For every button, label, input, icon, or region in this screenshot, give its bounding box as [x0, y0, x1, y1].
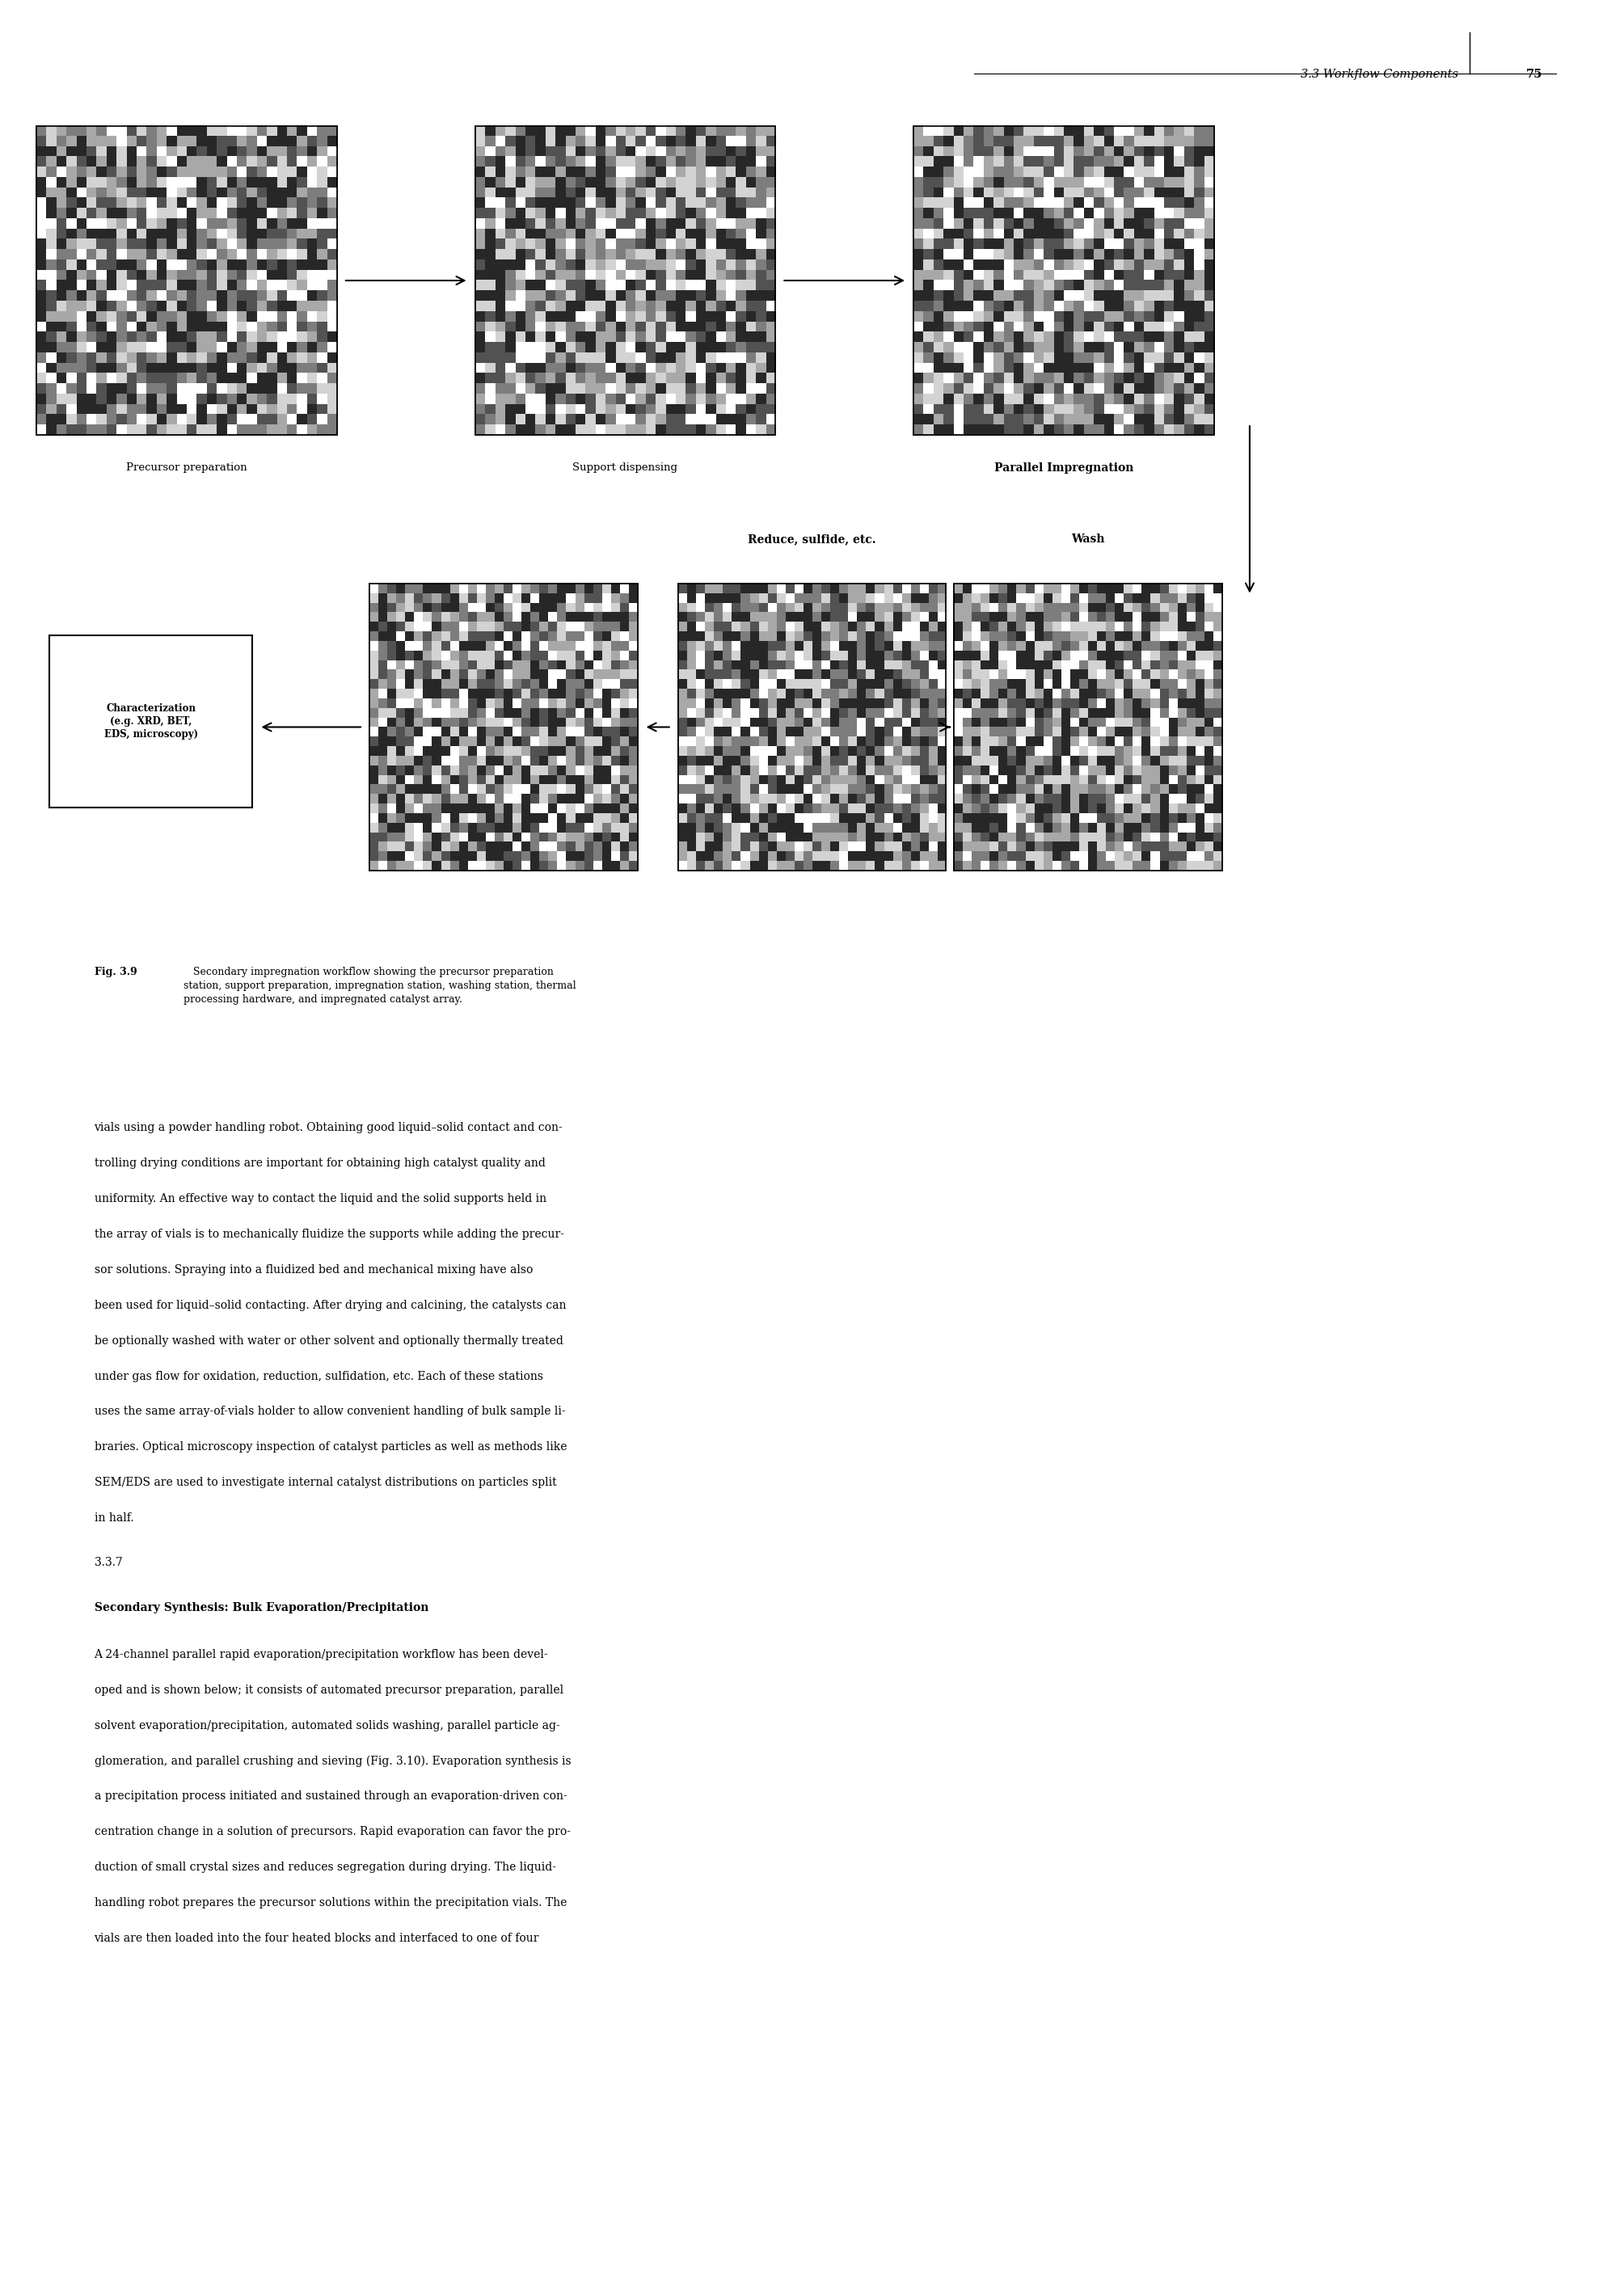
- Text: solvent evaporation/precipitation, automated solids washing, parallel particle a: solvent evaporation/precipitation, autom…: [94, 1720, 560, 1731]
- Text: vials are then loaded into the four heated blocks and interfaced to one of four: vials are then loaded into the four heat…: [94, 1933, 539, 1944]
- Text: 3.3.7: 3.3.7: [94, 1557, 122, 1569]
- Text: been used for liquid–solid contacting. After drying and calcining, the catalysts: been used for liquid–solid contacting. A…: [94, 1301, 565, 1310]
- Bar: [913, 126, 1215, 435]
- Text: braries. Optical microscopy inspection of catalyst particles as well as methods : braries. Optical microscopy inspection o…: [94, 1443, 567, 1452]
- Text: uniformity. An effective way to contact the liquid and the solid supports held i: uniformity. An effective way to contact …: [94, 1193, 546, 1205]
- Bar: [955, 584, 1223, 870]
- Text: Precursor preparation: Precursor preparation: [127, 463, 247, 474]
- Text: trolling drying conditions are important for obtaining high catalyst quality and: trolling drying conditions are important…: [94, 1156, 546, 1168]
- Text: under gas flow for oxidation, reduction, sulfidation, etc. Each of these station: under gas flow for oxidation, reduction,…: [94, 1369, 542, 1381]
- Text: SEM/EDS are used to investigate internal catalyst distributions on particles spl: SEM/EDS are used to investigate internal…: [94, 1477, 557, 1488]
- Text: Reduce, sulfide, etc.: Reduce, sulfide, etc.: [749, 534, 875, 545]
- Text: A 24-channel parallel rapid evaporation/precipitation workflow has been devel-: A 24-channel parallel rapid evaporation/…: [94, 1649, 549, 1660]
- Text: oped and is shown below; it consists of automated precursor preparation, paralle: oped and is shown below; it consists of …: [94, 1683, 564, 1695]
- Text: centration change in a solution of precursors. Rapid evaporation can favor the p: centration change in a solution of precu…: [94, 1827, 570, 1837]
- Text: be optionally washed with water or other solvent and optionally thermally treate: be optionally washed with water or other…: [94, 1335, 564, 1347]
- Text: Support dispensing: Support dispensing: [573, 463, 677, 474]
- Text: 75: 75: [1527, 69, 1543, 80]
- Bar: [49, 637, 253, 808]
- Text: Secondary Synthesis: Bulk Evaporation/Precipitation: Secondary Synthesis: Bulk Evaporation/Pr…: [94, 1603, 429, 1612]
- Bar: [369, 584, 637, 870]
- Bar: [37, 126, 338, 435]
- Text: Wash: Wash: [1072, 534, 1104, 545]
- Text: sor solutions. Spraying into a fluidized bed and mechanical mixing have also: sor solutions. Spraying into a fluidized…: [94, 1264, 533, 1276]
- Bar: [679, 584, 945, 870]
- Text: Parallel Impregnation: Parallel Impregnation: [994, 463, 1134, 474]
- Text: vials using a powder handling robot. Obtaining good liquid–solid contact and con: vials using a powder handling robot. Obt…: [94, 1122, 564, 1134]
- Text: uses the same array-of-vials holder to allow convenient handling of bulk sample : uses the same array-of-vials holder to a…: [94, 1406, 565, 1418]
- Text: duction of small crystal sizes and reduces segregation during drying. The liquid: duction of small crystal sizes and reduc…: [94, 1862, 555, 1873]
- Text: 3.3 Workflow Components: 3.3 Workflow Components: [1301, 69, 1458, 80]
- Bar: [955, 584, 1223, 870]
- Text: Secondary impregnation workflow showing the precursor preparation
station, suppo: Secondary impregnation workflow showing …: [184, 966, 577, 1005]
- Text: handling robot prepares the precursor solutions within the precipitation vials. : handling robot prepares the precursor so…: [94, 1896, 567, 1908]
- Bar: [37, 126, 338, 435]
- Bar: [679, 584, 945, 870]
- Text: in half.: in half.: [94, 1511, 133, 1523]
- Text: a precipitation process initiated and sustained through an evaporation-driven co: a precipitation process initiated and su…: [94, 1791, 567, 1802]
- Text: Fig. 3.9: Fig. 3.9: [94, 966, 136, 978]
- Text: Characterization
(e.g. XRD, BET,
EDS, microscopy): Characterization (e.g. XRD, BET, EDS, mi…: [104, 703, 198, 740]
- Text: the array of vials is to mechanically fluidize the supports while adding the pre: the array of vials is to mechanically fl…: [94, 1227, 564, 1239]
- Bar: [913, 126, 1215, 435]
- Text: glomeration, and parallel crushing and sieving (Fig. 3.10). Evaporation synthesi: glomeration, and parallel crushing and s…: [94, 1754, 570, 1768]
- Bar: [474, 126, 775, 435]
- Bar: [474, 126, 775, 435]
- Bar: [369, 584, 637, 870]
